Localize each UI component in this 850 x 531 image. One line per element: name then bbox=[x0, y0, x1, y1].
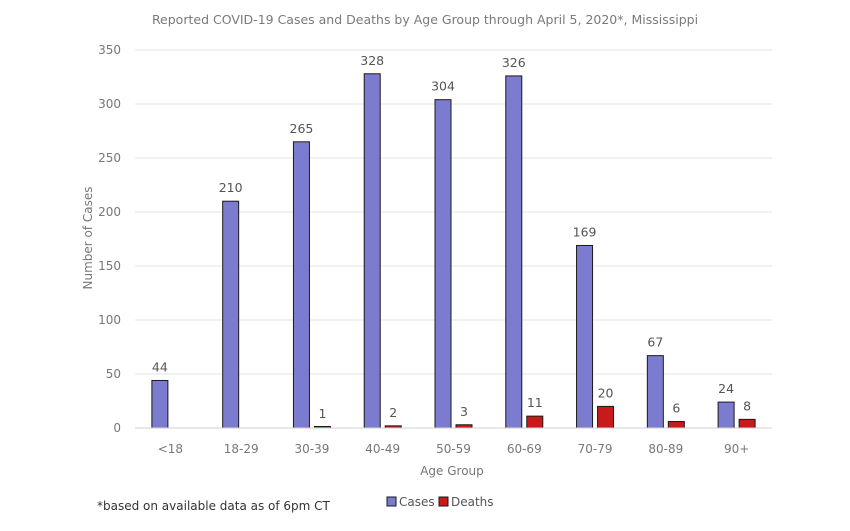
x-tick-label: 80-89 bbox=[648, 442, 683, 456]
bar-cases bbox=[222, 200, 240, 429]
bar-cases bbox=[363, 73, 381, 429]
bar-deaths bbox=[526, 415, 544, 429]
data-label-deaths: 1 bbox=[318, 406, 326, 421]
bar-deaths bbox=[597, 405, 615, 429]
data-label-cases: 328 bbox=[360, 53, 384, 68]
bar-cases bbox=[646, 355, 664, 429]
gridlines bbox=[135, 49, 772, 375]
y-tick-label: 350 bbox=[98, 43, 121, 57]
data-label-cases: 44 bbox=[152, 359, 168, 374]
data-label-cases: 326 bbox=[502, 55, 526, 70]
x-axis-label: Age Group bbox=[420, 464, 484, 478]
x-tick-label: 60-69 bbox=[507, 442, 542, 456]
x-tick-label: 70-79 bbox=[578, 442, 613, 456]
x-tick-label: 90+ bbox=[724, 442, 749, 456]
y-tick-label: 200 bbox=[98, 205, 121, 219]
legend-label: Deaths bbox=[451, 495, 494, 509]
legend-label: Cases bbox=[399, 495, 435, 509]
y-axis-ticks: 0 50 100 150 200 250 300 350 bbox=[98, 43, 121, 435]
data-label-cases: 210 bbox=[219, 180, 243, 195]
data-label-cases: 169 bbox=[573, 224, 597, 239]
bar-cases bbox=[505, 75, 523, 429]
x-tick-label: 50-59 bbox=[436, 442, 471, 456]
x-tick-label: 18-29 bbox=[224, 442, 259, 456]
data-label-deaths: 11 bbox=[527, 395, 543, 410]
x-tick-label: 30-39 bbox=[295, 442, 330, 456]
y-tick-label: 100 bbox=[98, 313, 121, 327]
y-axis-label: Number of Cases bbox=[81, 186, 95, 289]
x-axis-ticks: <18 18-29 30-39 40-49 50-59 60-69 70-79 80-89 90… bbox=[158, 442, 750, 456]
bar-cases bbox=[292, 141, 310, 429]
x-tick-label: <18 bbox=[158, 442, 183, 456]
data-label-cases: 67 bbox=[647, 335, 663, 350]
bar-cases bbox=[151, 379, 169, 429]
data-label-deaths: 8 bbox=[743, 398, 751, 413]
data-label-deaths: 3 bbox=[460, 404, 468, 419]
y-tick-label: 250 bbox=[98, 151, 121, 165]
data-labels: 44 210 265 1 328 2 304 3 326 11 169 20 67 6 24 8 bbox=[152, 53, 751, 421]
footnote: *based on available data as of 6pm CT bbox=[97, 499, 331, 513]
x-tick-label: 40-49 bbox=[365, 442, 400, 456]
y-tick-label: 150 bbox=[98, 259, 121, 273]
legend-swatch bbox=[386, 496, 397, 507]
bars bbox=[151, 73, 756, 429]
data-label-cases: 24 bbox=[718, 381, 734, 396]
bar-deaths bbox=[667, 421, 685, 429]
data-label-deaths: 6 bbox=[672, 401, 680, 416]
bar-deaths bbox=[738, 418, 756, 429]
y-tick-label: 300 bbox=[98, 97, 121, 111]
data-label-deaths: 2 bbox=[389, 405, 397, 420]
chart-title: Reported COVID-19 Cases and Deaths by Ag… bbox=[152, 12, 698, 27]
legend-swatch bbox=[438, 496, 449, 507]
data-label-cases: 265 bbox=[290, 121, 314, 136]
data-label-deaths: 20 bbox=[598, 385, 614, 400]
y-tick-label: 50 bbox=[106, 367, 121, 381]
bar-cases bbox=[717, 401, 735, 429]
bar-cases bbox=[434, 99, 452, 429]
bar-cases bbox=[576, 244, 594, 429]
data-label-cases: 304 bbox=[431, 79, 455, 94]
legend: Cases Deaths bbox=[386, 495, 494, 509]
y-tick-label: 0 bbox=[113, 421, 121, 435]
